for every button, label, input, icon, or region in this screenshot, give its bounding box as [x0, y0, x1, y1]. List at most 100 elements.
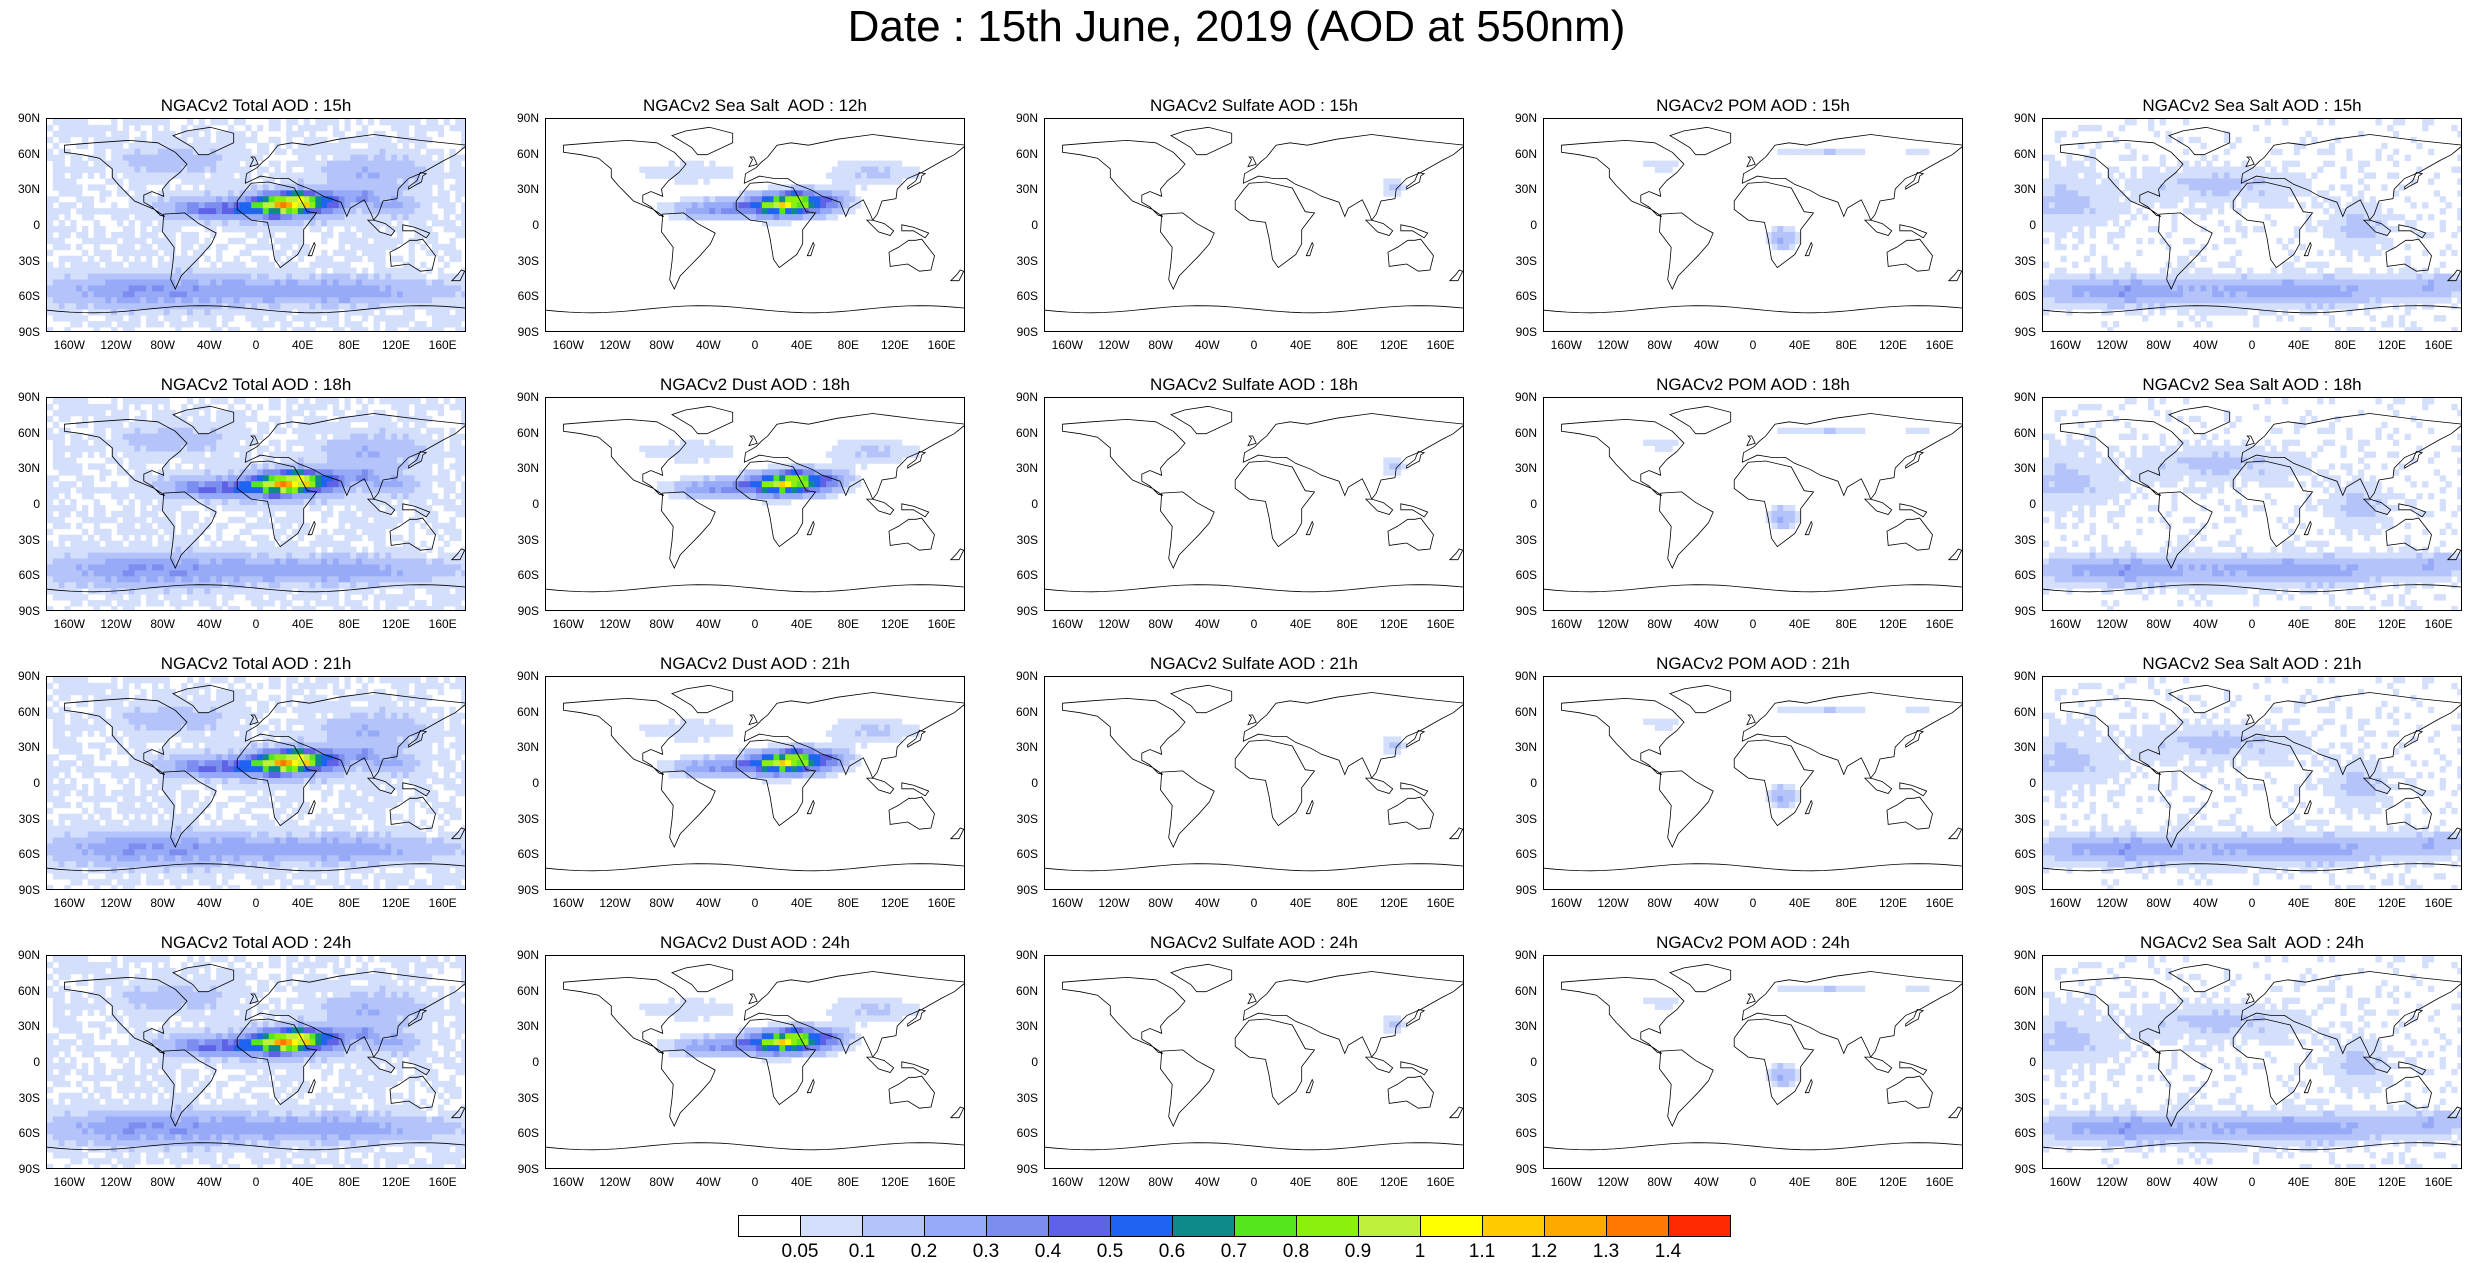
lat-tick-label: 60N: [1501, 984, 1537, 998]
lat-tick-label: 30S: [1501, 254, 1537, 268]
lon-tick-label: 80E: [823, 617, 873, 631]
panel-title: NGACv2 POM AOD : 21h: [1543, 654, 1963, 674]
world-map: [1544, 956, 1963, 1169]
lat-tick-label: 60S: [1002, 568, 1038, 582]
map-frame: [46, 955, 466, 1169]
lat-tick-label: 30S: [503, 254, 539, 268]
lon-tick-label: 0: [2227, 617, 2277, 631]
lon-tick-label: 0: [231, 338, 281, 352]
lat-tick-label: 90S: [2000, 883, 2036, 897]
panel-title: NGACv2 Total AOD : 24h: [46, 933, 466, 953]
lat-tick-label: 60S: [1002, 847, 1038, 861]
colorbar-swatch: [924, 1215, 987, 1237]
lon-tick-label: 80W: [2134, 617, 2184, 631]
lon-tick-label: 40E: [777, 896, 827, 910]
lon-tick-label: 120W: [2087, 896, 2137, 910]
panel-title: NGACv2 Dust AOD : 18h: [545, 375, 965, 395]
lat-tick-label: 30S: [1501, 1091, 1537, 1105]
lon-tick-label: 0: [730, 338, 780, 352]
lon-tick-label: 40W: [683, 1175, 733, 1189]
lat-tick-label: 30S: [503, 533, 539, 547]
lon-tick-label: 160W: [44, 896, 94, 910]
lat-tick-label: 60S: [503, 847, 539, 861]
lon-tick-label: 120W: [91, 1175, 141, 1189]
lat-tick-label: 90S: [1501, 1162, 1537, 1176]
colorbar-swatch: [986, 1215, 1049, 1237]
lat-tick-label: 30S: [4, 1091, 40, 1105]
lon-tick-label: 80W: [2134, 338, 2184, 352]
lat-tick-label: 90S: [503, 883, 539, 897]
lat-tick-label: 30S: [503, 1091, 539, 1105]
lon-tick-label: 80E: [1322, 617, 1372, 631]
colorbar-swatch: [1234, 1215, 1297, 1237]
lon-tick-label: 40W: [1182, 617, 1232, 631]
lon-tick-label: 40E: [2274, 617, 2324, 631]
lon-tick-label: 40E: [777, 617, 827, 631]
lat-tick-label: 30N: [1002, 182, 1038, 196]
world-map: [1045, 119, 1464, 332]
lon-tick-label: 160E: [2414, 1175, 2464, 1189]
lon-tick-label: 0: [1229, 617, 1279, 631]
lat-tick-label: 60S: [1002, 289, 1038, 303]
lon-tick-label: 0: [730, 1175, 780, 1189]
colorbar-swatch: [1606, 1215, 1669, 1237]
lat-tick-label: 60N: [2000, 147, 2036, 161]
lon-tick-label: 40E: [777, 338, 827, 352]
lon-tick-label: 80W: [1136, 1175, 1186, 1189]
lat-tick-label: 90S: [503, 604, 539, 618]
lon-tick-label: 0: [1229, 1175, 1279, 1189]
lat-tick-label: 60N: [4, 705, 40, 719]
lon-tick-label: 120E: [870, 1175, 920, 1189]
lon-tick-label: 0: [1728, 1175, 1778, 1189]
lat-tick-label: 60S: [4, 568, 40, 582]
colorbar-swatch: [1482, 1215, 1545, 1237]
lon-tick-label: 160E: [418, 896, 468, 910]
lon-tick-label: 40E: [278, 617, 328, 631]
lat-tick-label: 0: [1002, 218, 1038, 232]
lat-tick-label: 90S: [503, 1162, 539, 1176]
lon-tick-label: 120E: [1868, 1175, 1918, 1189]
lon-tick-label: 160E: [1915, 617, 1965, 631]
lon-tick-label: 160W: [1042, 617, 1092, 631]
lat-tick-label: 60N: [4, 147, 40, 161]
lon-tick-label: 120W: [91, 617, 141, 631]
panel-title: NGACv2 Sea Salt AOD : 15h: [2042, 96, 2462, 116]
lon-tick-label: 40E: [1276, 1175, 1326, 1189]
panel-title: NGACv2 Total AOD : 15h: [46, 96, 466, 116]
lon-tick-label: 160E: [1915, 896, 1965, 910]
world-map: [546, 398, 965, 611]
lat-tick-label: 90S: [2000, 1162, 2036, 1176]
lat-tick-label: 60N: [1002, 984, 1038, 998]
lat-tick-label: 30N: [1501, 182, 1537, 196]
aod-field: [639, 719, 919, 785]
map-frame: [545, 118, 965, 332]
lon-tick-label: 160E: [418, 338, 468, 352]
map-frame: [1044, 676, 1464, 890]
lon-tick-label: 80W: [637, 896, 687, 910]
panel-title: NGACv2 Sea Salt AOD : 21h: [2042, 654, 2462, 674]
lon-tick-label: 40E: [1775, 896, 1825, 910]
lon-tick-label: 120E: [2367, 896, 2417, 910]
lon-tick-label: 40W: [683, 617, 733, 631]
lat-tick-label: 60N: [503, 426, 539, 440]
lon-tick-label: 120E: [1369, 338, 1419, 352]
lon-tick-label: 40W: [2180, 1175, 2230, 1189]
lat-tick-label: 30N: [1501, 461, 1537, 475]
lat-tick-label: 30S: [1002, 812, 1038, 826]
lat-tick-label: 60S: [1501, 1126, 1537, 1140]
colorbar-swatch: [1296, 1215, 1359, 1237]
lat-tick-label: 90N: [503, 948, 539, 962]
lon-tick-label: 120W: [91, 338, 141, 352]
lon-tick-label: 160W: [2040, 617, 2090, 631]
lat-tick-label: 90N: [503, 390, 539, 404]
lat-tick-label: 90S: [1501, 883, 1537, 897]
lon-tick-label: 120W: [590, 1175, 640, 1189]
world-map: [546, 677, 965, 890]
lon-tick-label: 40W: [1681, 338, 1731, 352]
lon-tick-label: 40W: [184, 1175, 234, 1189]
lon-tick-label: 160W: [1541, 896, 1591, 910]
lon-tick-label: 80W: [138, 896, 188, 910]
lon-tick-label: 80E: [2320, 338, 2370, 352]
colorbar-swatch: [1358, 1215, 1421, 1237]
lat-tick-label: 0: [1501, 497, 1537, 511]
